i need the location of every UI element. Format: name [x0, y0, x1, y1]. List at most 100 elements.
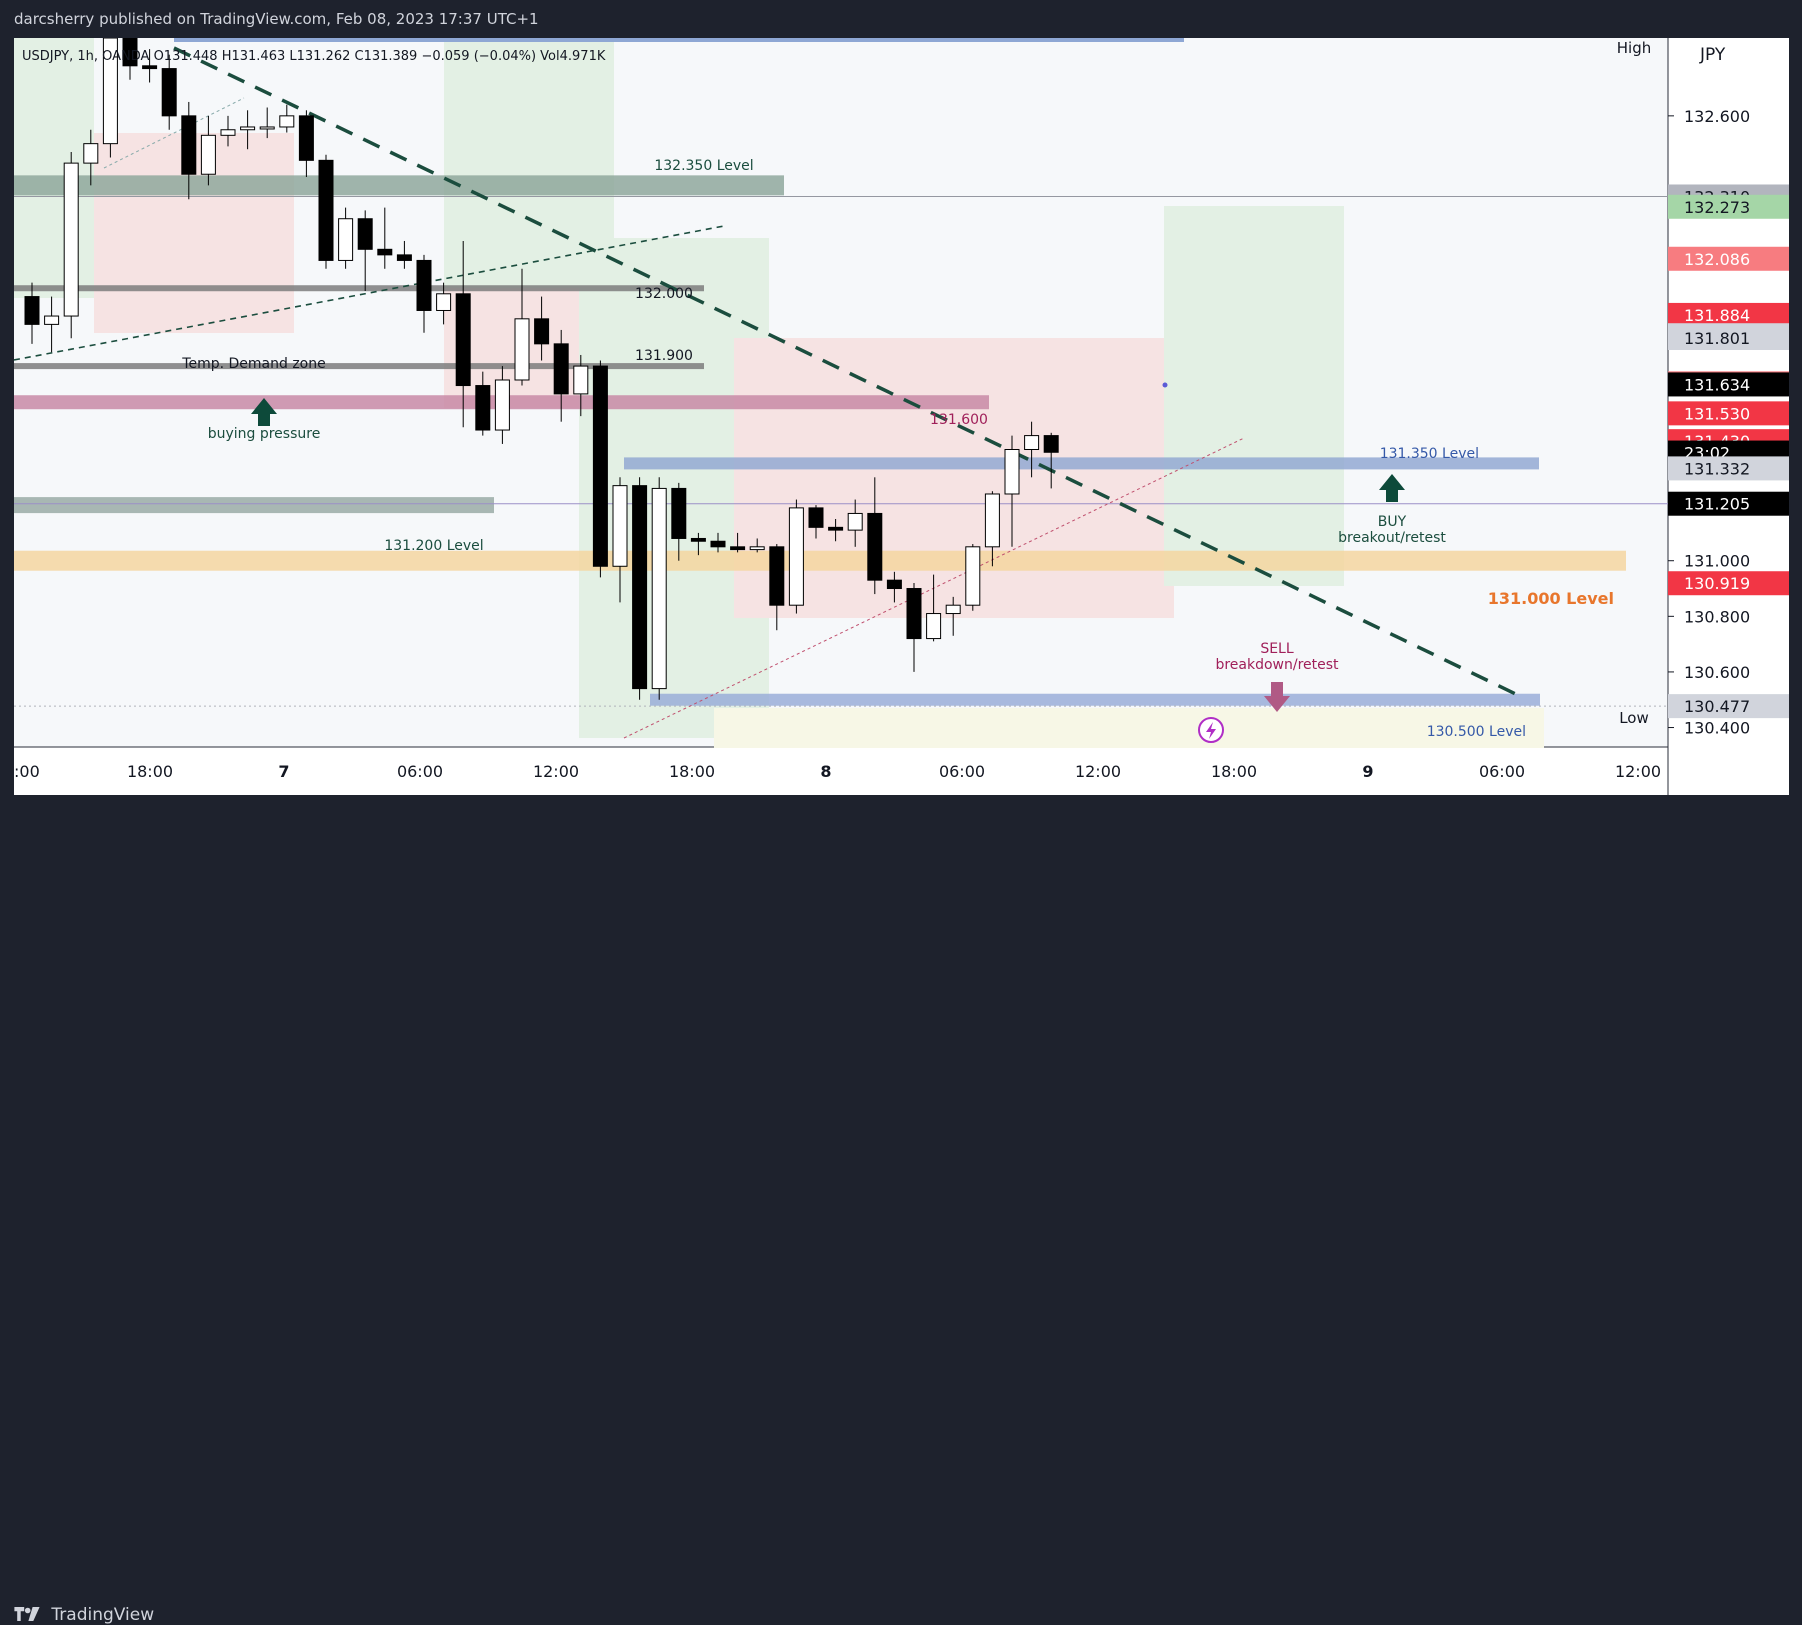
level-bar-132000[interactable] [14, 285, 704, 292]
price-label-box [1668, 571, 1789, 596]
candle-down[interactable] [632, 485, 648, 690]
candle-up[interactable] [1024, 435, 1040, 450]
label-buy: BUY [1378, 514, 1407, 530]
candle-down[interactable] [534, 318, 550, 345]
level-bar-130500[interactable] [650, 693, 1540, 706]
time-axis[interactable]: :00 18:00 7 06:00 12:00 18:00 8 06:00 12:00 18:00… [14, 762, 1661, 781]
candle-down[interactable] [181, 115, 197, 175]
price-tick-label: 130.800 [1684, 607, 1750, 626]
candle-up[interactable] [847, 512, 863, 531]
label-131600: 131.600 [930, 412, 988, 428]
candle-up[interactable] [102, 37, 118, 145]
candle-down[interactable] [357, 218, 373, 250]
candle-down[interactable] [671, 487, 687, 539]
price-label-text: 131.530 [1684, 404, 1750, 423]
candle-down[interactable] [808, 507, 824, 528]
publish-info: darcsherry published on TradingView.com,… [14, 10, 539, 28]
time-tick-label: 7 [278, 762, 289, 781]
candle-down[interactable] [769, 546, 785, 606]
candle-up[interactable] [44, 315, 60, 325]
candle-down[interactable] [24, 296, 40, 325]
candle-up[interactable] [945, 604, 961, 615]
price-label-box [1668, 372, 1789, 397]
label-demand-zone: Temp. Demand zone [181, 356, 325, 372]
time-tick-label: 12:00 [533, 762, 579, 781]
price-label-box [1668, 401, 1789, 426]
candle-down[interactable] [730, 546, 746, 551]
level-bar-131350[interactable] [624, 457, 1539, 470]
time-tick-label: 06:00 [397, 762, 443, 781]
price-label-box [1668, 491, 1789, 516]
candle-up[interactable] [240, 126, 256, 131]
candle-up[interactable] [279, 115, 295, 128]
candle-down[interactable] [161, 68, 177, 117]
zone-yellow-1 [714, 708, 1544, 748]
candle-down[interactable] [886, 579, 902, 590]
candle-down[interactable] [318, 159, 334, 261]
price-label-text: 131.884 [1684, 306, 1750, 325]
price-tick-label: 130.400 [1684, 719, 1750, 738]
currency-label: JPY [1699, 45, 1726, 65]
candle-up[interactable] [651, 487, 667, 690]
candle-up[interactable] [436, 293, 452, 311]
label-buy-sub: breakout/retest [1338, 530, 1446, 546]
candle-down[interactable] [298, 115, 314, 161]
label-132000: 132.000 [635, 286, 693, 302]
candle-up[interactable] [984, 493, 1000, 548]
candle-down[interactable] [906, 588, 922, 640]
candle-up[interactable] [83, 143, 99, 164]
candle-down[interactable] [416, 259, 432, 311]
level-label-130500: 130.500 Level [1427, 724, 1526, 740]
candle-down[interactable] [710, 540, 726, 548]
candle-up[interactable] [220, 129, 236, 136]
candle-up[interactable] [1004, 448, 1020, 495]
price-label-box [1668, 326, 1789, 351]
time-tick-label: 9 [1362, 762, 1373, 781]
price-label-box [1668, 456, 1789, 481]
candle-down[interactable] [1043, 435, 1059, 453]
level-bar-131900[interactable] [14, 363, 704, 370]
level-label-132350: 132.350 Level [654, 158, 753, 174]
price-label-text: 131.205 [1684, 495, 1750, 514]
tradingview-logo[interactable]: TradingView [14, 1605, 154, 1625]
buying-pressure-arrow-icon [251, 398, 277, 426]
candle-down[interactable] [592, 365, 608, 567]
candle-down[interactable] [553, 343, 569, 395]
top-level-strip [174, 38, 1184, 42]
candle-up[interactable] [494, 379, 510, 431]
candle-up[interactable] [63, 162, 79, 317]
candle-up[interactable] [788, 507, 804, 606]
level-bar-131000[interactable] [14, 550, 1626, 571]
candle-down[interactable] [828, 526, 844, 531]
candle-down[interactable] [475, 385, 491, 431]
candle-up[interactable] [612, 485, 628, 567]
candle-down[interactable] [455, 293, 471, 387]
candle-up[interactable] [749, 546, 765, 551]
candle-down[interactable] [377, 248, 393, 256]
candle-down[interactable] [122, 37, 138, 67]
candle-up[interactable] [514, 318, 530, 381]
candle-down[interactable] [396, 254, 412, 261]
marker-dot [1162, 382, 1168, 388]
dashed-trendline-down[interactable] [173, 46, 1525, 700]
candle-up[interactable] [200, 134, 216, 175]
candle-up[interactable] [338, 218, 354, 261]
candle-up[interactable] [926, 613, 942, 640]
candle-up[interactable] [259, 126, 275, 130]
time-tick-label: 18:00 [669, 762, 715, 781]
candle-up[interactable] [965, 546, 981, 606]
level-bar-131200[interactable] [14, 497, 494, 514]
candle-down[interactable] [867, 512, 883, 581]
chart-area[interactable]: 132.350 Level Temp. Demand zone buying pre… [13, 18, 1789, 795]
candlestick-chart[interactable]: 132.350 Level Temp. Demand zone buying pre… [13, 18, 1789, 795]
price-label-text: 132.273 [1684, 198, 1750, 217]
candle-up[interactable] [573, 365, 589, 395]
tradingview-wordmark: TradingView [51, 1605, 155, 1625]
sell-arrow-icon [1264, 682, 1290, 712]
label-sell: SELL [1260, 641, 1294, 657]
candle-down[interactable] [690, 537, 706, 542]
annotation-texts: 132.350 Level Temp. Demand zone buying pre… [181, 158, 1614, 743]
price-axis[interactable]: High Low JPY 132.600 131.000 130.800 130.600 13… [1617, 39, 1789, 738]
candle-down[interactable] [142, 65, 158, 70]
level-bar-132350[interactable] [14, 175, 784, 196]
